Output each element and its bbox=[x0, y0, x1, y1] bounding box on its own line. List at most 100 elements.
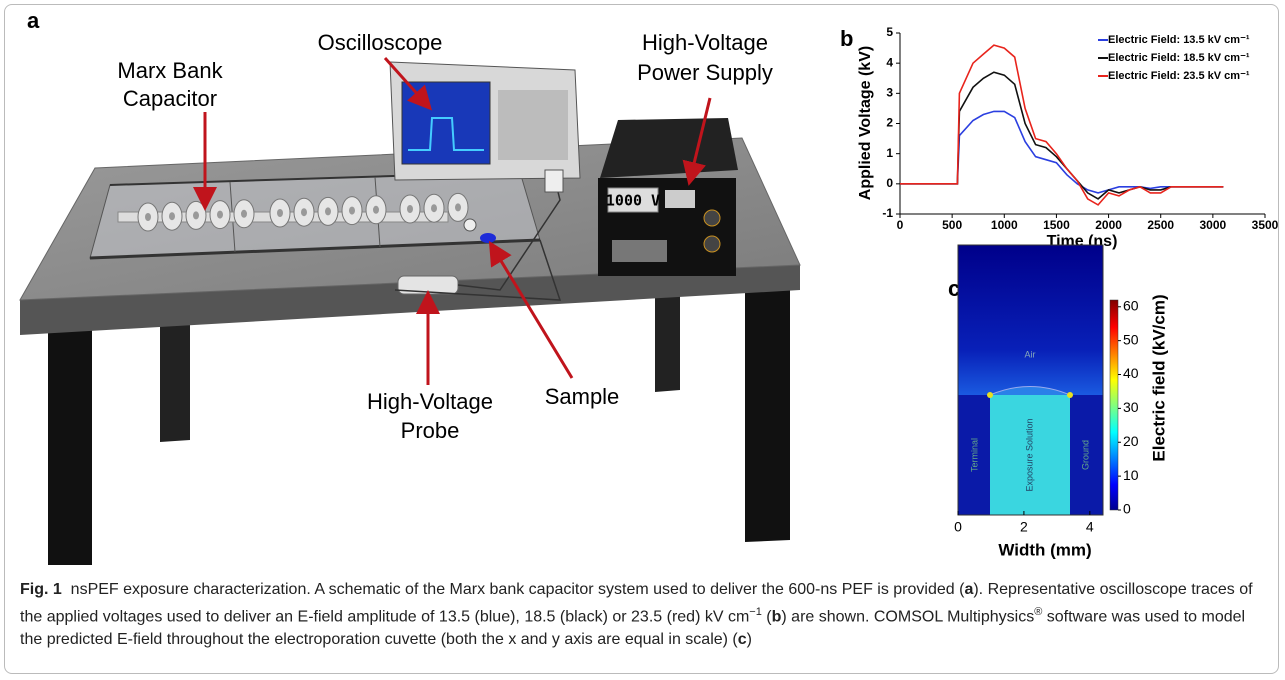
arrow bbox=[682, 97, 712, 186]
figure-frame bbox=[4, 4, 1279, 674]
y-tick-label: 3 bbox=[886, 86, 893, 100]
x-tick-label: 1000 bbox=[991, 218, 1018, 232]
x-tick-label: 2000 bbox=[1095, 218, 1122, 232]
colorbar-tick-label: 50 bbox=[1123, 331, 1139, 347]
oscilloscope-screen bbox=[401, 81, 491, 165]
probe-box bbox=[544, 169, 564, 193]
table-leg bbox=[655, 268, 680, 392]
supply-top bbox=[600, 118, 738, 178]
disc-hole bbox=[169, 212, 175, 221]
supply-meter bbox=[665, 190, 695, 208]
region-air bbox=[958, 245, 1103, 395]
caption-text: a bbox=[964, 581, 974, 598]
edge-hotspot bbox=[987, 392, 993, 398]
colorbar-tick-label: 20 bbox=[1123, 433, 1139, 449]
legend-label: Electric Field: 18.5 kV cm⁻¹ bbox=[1108, 52, 1250, 64]
region-label: Exposure Solution bbox=[1024, 418, 1034, 491]
series-line bbox=[900, 71, 1224, 200]
figure: 1000 V a Oscilloscope High-Voltage Power… bbox=[19, 8, 1279, 565]
y-tick-label: 2 bbox=[886, 116, 893, 130]
caption: Fig. 1 nsPEF exposure characterization. … bbox=[20, 578, 1270, 651]
meniscus bbox=[989, 386, 1071, 396]
caption-text: ® bbox=[1034, 606, 1043, 618]
schematic: 1000 V a Oscilloscope High-Voltage Power… bbox=[19, 8, 801, 565]
supply-terminals bbox=[612, 240, 667, 262]
caption-text: c bbox=[737, 631, 747, 649]
colorbar-tick-label: 0 bbox=[1123, 501, 1131, 517]
connector bbox=[463, 218, 477, 232]
region-label: Terminal bbox=[969, 438, 979, 472]
colorbar-label: Electric field (kV/cm) bbox=[1149, 294, 1168, 461]
label-sample: Sample bbox=[545, 384, 620, 409]
disc-hole bbox=[193, 211, 199, 220]
x-tick-label: 500 bbox=[942, 218, 962, 232]
disc-hole bbox=[373, 205, 379, 214]
arrow bbox=[383, 56, 433, 111]
y-tick-label: 5 bbox=[886, 25, 893, 39]
legend-label: Electric Field: 23.5 kV cm⁻¹ bbox=[1108, 70, 1250, 82]
caption-text: −1 bbox=[749, 606, 762, 618]
label-oscilloscope: Oscilloscope bbox=[318, 30, 443, 55]
disc-hole bbox=[455, 203, 461, 212]
edge-hotspot bbox=[1067, 392, 1073, 398]
label-power-supply: Power Supply bbox=[637, 60, 773, 85]
label-marx: Capacitor bbox=[123, 86, 217, 111]
x-tick-label: 3000 bbox=[1200, 218, 1227, 232]
region-terminal bbox=[958, 395, 990, 515]
region-ground bbox=[1070, 395, 1103, 515]
caption-text: b bbox=[771, 608, 782, 626]
x-axis-label: Width (mm) bbox=[998, 540, 1091, 559]
disc-hole bbox=[349, 206, 355, 215]
arrow bbox=[488, 240, 574, 379]
x-tick-label: 0 bbox=[897, 218, 904, 232]
colorbar-tick-label: 30 bbox=[1123, 399, 1139, 415]
y-tick-label: 0 bbox=[886, 176, 893, 190]
panel-label: b bbox=[840, 26, 853, 51]
table-leg bbox=[745, 282, 790, 542]
disc-hole bbox=[217, 210, 223, 219]
caption-text: Fig. 1 bbox=[20, 581, 62, 598]
x-tick-label: 4 bbox=[1086, 519, 1094, 535]
y-axis-label: Applied Voltage (kV) bbox=[857, 46, 874, 200]
oscilloscope-panel bbox=[498, 90, 568, 160]
caption-text: software was used to model the predicted… bbox=[20, 608, 1250, 649]
x-tick-label: 0 bbox=[954, 519, 962, 535]
x-tick-label: 1500 bbox=[1043, 218, 1070, 232]
series-line bbox=[900, 44, 1224, 206]
series-line bbox=[900, 110, 1224, 194]
disc-hole bbox=[431, 204, 437, 213]
supply-display bbox=[607, 187, 659, 213]
region-label: Ground bbox=[1080, 440, 1090, 470]
disc-hole bbox=[325, 207, 331, 216]
caption-text: nsPEF exposure characterization. A schem… bbox=[61, 581, 965, 598]
colorbar-tick-label: 40 bbox=[1123, 365, 1139, 381]
table-leg bbox=[160, 318, 190, 442]
y-tick-label: 4 bbox=[886, 55, 893, 69]
supply-knob bbox=[703, 209, 721, 227]
y-tick-label: -1 bbox=[882, 206, 893, 220]
legend-label: Electric Field: 13.5 kV cm⁻¹ bbox=[1108, 34, 1250, 46]
capacitor-discs bbox=[137, 192, 469, 232]
label-power-supply: High-Voltage bbox=[642, 30, 768, 55]
supply-display-text: 1000 V bbox=[606, 192, 660, 210]
colorbar bbox=[1109, 299, 1119, 511]
panel-label: a bbox=[27, 8, 40, 33]
disc-hole bbox=[145, 213, 151, 221]
caption-text: ) are shown. COMSOL Multiphysics bbox=[781, 608, 1035, 626]
y-tick-label: 1 bbox=[886, 146, 893, 160]
plot-frame bbox=[957, 244, 1104, 516]
table-edge bbox=[20, 265, 800, 335]
field-map: Air Terminal Exposure Solution Ground bbox=[957, 244, 1104, 516]
x-tick-label: 3500 bbox=[1252, 218, 1279, 232]
caption-text: ( bbox=[761, 608, 772, 626]
disc-hole bbox=[407, 205, 413, 213]
colorbar-tick-label: 10 bbox=[1123, 467, 1139, 483]
label-marx: Marx Bank bbox=[117, 58, 223, 83]
x-tick-label: 2500 bbox=[1147, 218, 1174, 232]
disc-hole bbox=[277, 209, 283, 217]
caption-text: ) bbox=[746, 631, 752, 649]
disc-hole bbox=[241, 209, 247, 218]
region-solution bbox=[990, 395, 1070, 515]
panel-label: c bbox=[948, 276, 960, 301]
